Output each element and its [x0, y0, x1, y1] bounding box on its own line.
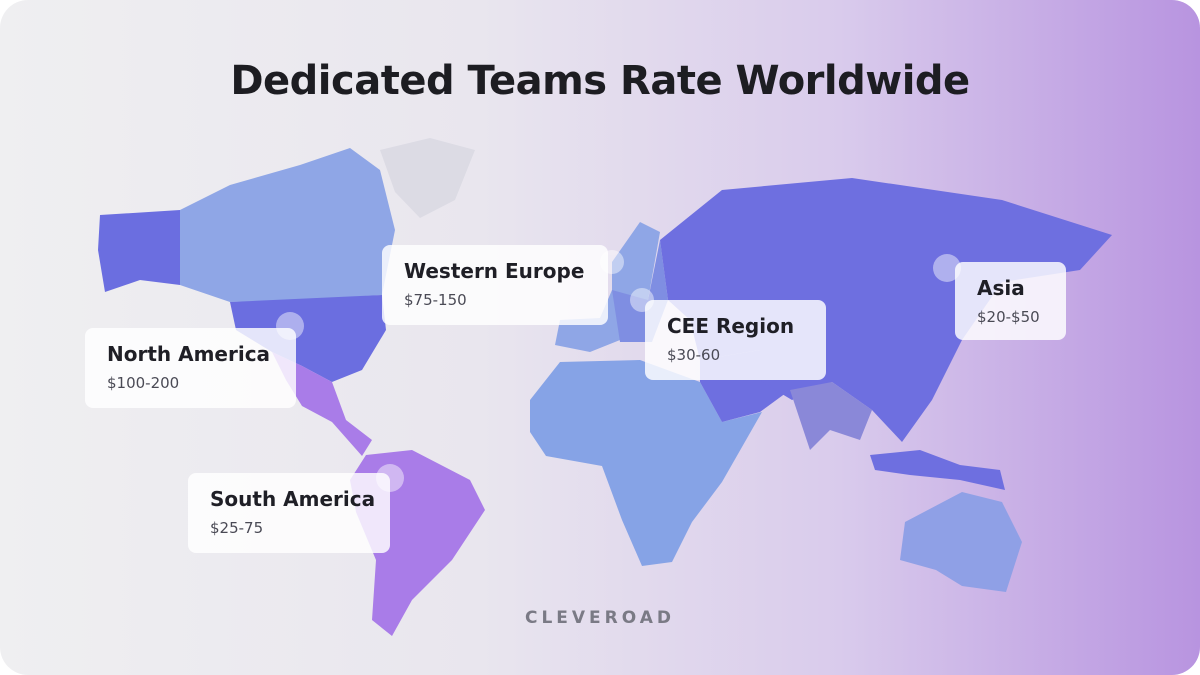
region-card: North America $100-200 — [85, 328, 296, 408]
south-asia — [790, 382, 872, 450]
region-rate: $30-60 — [667, 346, 721, 364]
region-card: Asia $20-$50 — [955, 262, 1066, 340]
region-name: North America — [107, 342, 271, 366]
central-america — [272, 352, 372, 456]
region-name: Western Europe — [404, 259, 585, 283]
usa — [230, 295, 386, 382]
region-name: South America — [210, 487, 376, 511]
canada — [180, 148, 395, 302]
region-name: Asia — [977, 276, 1025, 300]
alaska — [98, 210, 180, 292]
region-card: CEE Region $30-60 — [645, 300, 826, 380]
region-name: CEE Region — [667, 314, 795, 338]
region-rate: $20-$50 — [977, 308, 1040, 326]
brand: CLEVEROAD — [524, 608, 676, 628]
title: Dedicated Teams Rate Worldwide — [230, 58, 970, 104]
region-card: Western Europe $75-150 — [382, 245, 608, 325]
africa — [530, 360, 762, 566]
region-rate: $100-200 — [107, 374, 180, 392]
region-rate: $75-150 — [404, 291, 467, 309]
greenland — [380, 138, 475, 218]
indonesia — [870, 450, 1005, 490]
australia — [900, 492, 1022, 592]
region-rate: $25-75 — [210, 519, 264, 537]
region-card: South America $25-75 — [188, 473, 390, 553]
